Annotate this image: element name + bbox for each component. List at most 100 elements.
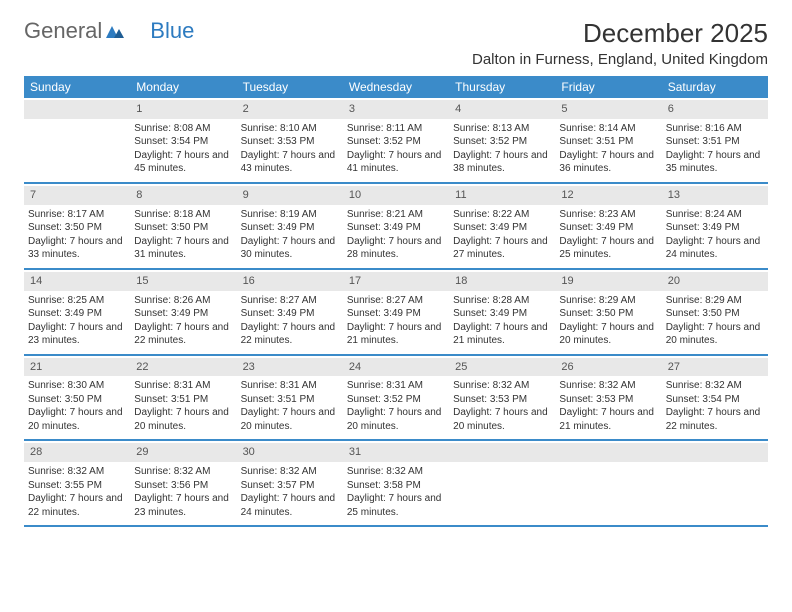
calendar-day: 17Sunrise: 8:27 AMSunset: 3:49 PMDayligh… — [343, 270, 449, 354]
calendar-page: General Blue December 2025 Dalton in Fur… — [0, 0, 792, 545]
sunset-text: Sunset: 3:50 PM — [666, 307, 764, 321]
sunset-text: Sunset: 3:56 PM — [134, 479, 232, 493]
weekday-header: Sunday — [24, 76, 130, 98]
day-number: 19 — [555, 272, 661, 291]
daylight-text: Daylight: 7 hours and 25 minutes. — [559, 235, 657, 262]
day-number: 11 — [449, 186, 555, 205]
weekday-header: Wednesday — [343, 76, 449, 98]
calendar-day: 2Sunrise: 8:10 AMSunset: 3:53 PMDaylight… — [237, 98, 343, 182]
page-subtitle: Dalton in Furness, England, United Kingd… — [472, 51, 768, 68]
sunset-text: Sunset: 3:51 PM — [559, 135, 657, 149]
daylight-text: Daylight: 7 hours and 23 minutes. — [28, 321, 126, 348]
day-number: 16 — [237, 272, 343, 291]
calendar-day: 28Sunrise: 8:32 AMSunset: 3:55 PMDayligh… — [24, 441, 130, 525]
weekday-header: Thursday — [449, 76, 555, 98]
daylight-text: Daylight: 7 hours and 41 minutes. — [347, 149, 445, 176]
day-number: 7 — [24, 186, 130, 205]
daylight-text: Daylight: 7 hours and 30 minutes. — [241, 235, 339, 262]
day-number: 29 — [130, 443, 236, 462]
calendar-day: 14Sunrise: 8:25 AMSunset: 3:49 PMDayligh… — [24, 270, 130, 354]
calendar-day: 10Sunrise: 8:21 AMSunset: 3:49 PMDayligh… — [343, 184, 449, 268]
sunrise-text: Sunrise: 8:32 AM — [347, 465, 445, 479]
sunrise-text: Sunrise: 8:29 AM — [559, 294, 657, 308]
sunset-text: Sunset: 3:51 PM — [134, 393, 232, 407]
sunrise-text: Sunrise: 8:10 AM — [241, 122, 339, 136]
calendar-week: 7Sunrise: 8:17 AMSunset: 3:50 PMDaylight… — [24, 184, 768, 270]
weekday-header: Monday — [130, 76, 236, 98]
sunset-text: Sunset: 3:49 PM — [28, 307, 126, 321]
calendar-day: 31Sunrise: 8:32 AMSunset: 3:58 PMDayligh… — [343, 441, 449, 525]
day-number: 20 — [662, 272, 768, 291]
sunrise-text: Sunrise: 8:32 AM — [28, 465, 126, 479]
day-number-empty — [449, 443, 555, 462]
calendar-day: 16Sunrise: 8:27 AMSunset: 3:49 PMDayligh… — [237, 270, 343, 354]
sunrise-text: Sunrise: 8:29 AM — [666, 294, 764, 308]
sunset-text: Sunset: 3:55 PM — [28, 479, 126, 493]
sunrise-text: Sunrise: 8:19 AM — [241, 208, 339, 222]
calendar-day: 7Sunrise: 8:17 AMSunset: 3:50 PMDaylight… — [24, 184, 130, 268]
calendar-day: 24Sunrise: 8:31 AMSunset: 3:52 PMDayligh… — [343, 356, 449, 440]
sunrise-text: Sunrise: 8:22 AM — [453, 208, 551, 222]
daylight-text: Daylight: 7 hours and 28 minutes. — [347, 235, 445, 262]
sunset-text: Sunset: 3:54 PM — [134, 135, 232, 149]
logo-text-blue: Blue — [150, 18, 194, 44]
title-block: December 2025 Dalton in Furness, England… — [472, 18, 768, 68]
sunset-text: Sunset: 3:49 PM — [134, 307, 232, 321]
day-number: 13 — [662, 186, 768, 205]
sunrise-text: Sunrise: 8:27 AM — [347, 294, 445, 308]
day-number-empty — [555, 443, 661, 462]
sunset-text: Sunset: 3:50 PM — [28, 393, 126, 407]
sunset-text: Sunset: 3:50 PM — [134, 221, 232, 235]
day-number: 31 — [343, 443, 449, 462]
calendar-day: 22Sunrise: 8:31 AMSunset: 3:51 PMDayligh… — [130, 356, 236, 440]
day-number: 26 — [555, 358, 661, 377]
calendar-day: 19 Sunrise: 8:29 AMSunset: 3:50 PMDayligh… — [555, 270, 661, 354]
daylight-text: Daylight: 7 hours and 20 minutes. — [134, 406, 232, 433]
daylight-text: Daylight: 7 hours and 22 minutes. — [666, 406, 764, 433]
calendar-day: 4Sunrise: 8:13 AMSunset: 3:52 PMDaylight… — [449, 98, 555, 182]
sunset-text: Sunset: 3:53 PM — [559, 393, 657, 407]
weekday-header: Tuesday — [237, 76, 343, 98]
sunrise-text: Sunrise: 8:08 AM — [134, 122, 232, 136]
calendar-week: 14Sunrise: 8:25 AMSunset: 3:49 PMDayligh… — [24, 270, 768, 356]
sunset-text: Sunset: 3:51 PM — [666, 135, 764, 149]
calendar-day: 5Sunrise: 8:14 AMSunset: 3:51 PMDaylight… — [555, 98, 661, 182]
day-number: 18 — [449, 272, 555, 291]
day-number: 6 — [662, 100, 768, 119]
calendar: SundayMondayTuesdayWednesdayThursdayFrid… — [24, 76, 768, 527]
sunset-text: Sunset: 3:49 PM — [347, 307, 445, 321]
day-number: 3 — [343, 100, 449, 119]
sunset-text: Sunset: 3:49 PM — [241, 221, 339, 235]
daylight-text: Daylight: 7 hours and 22 minutes. — [28, 492, 126, 519]
daylight-text: Daylight: 7 hours and 35 minutes. — [666, 149, 764, 176]
page-header: General Blue December 2025 Dalton in Fur… — [24, 18, 768, 68]
day-number: 21 — [24, 358, 130, 377]
day-number: 12 — [555, 186, 661, 205]
sunrise-text: Sunrise: 8:31 AM — [347, 379, 445, 393]
sunset-text: Sunset: 3:58 PM — [347, 479, 445, 493]
day-number: 10 — [343, 186, 449, 205]
daylight-text: Daylight: 7 hours and 20 minutes. — [241, 406, 339, 433]
daylight-text: Daylight: 7 hours and 21 minutes. — [453, 321, 551, 348]
daylight-text: Daylight: 7 hours and 45 minutes. — [134, 149, 232, 176]
calendar-day-empty — [24, 98, 130, 182]
daylight-text: Daylight: 7 hours and 20 minutes. — [347, 406, 445, 433]
calendar-day: 9Sunrise: 8:19 AMSunset: 3:49 PMDaylight… — [237, 184, 343, 268]
daylight-text: Daylight: 7 hours and 20 minutes. — [453, 406, 551, 433]
daylight-text: Daylight: 7 hours and 24 minutes. — [241, 492, 339, 519]
daylight-text: Daylight: 7 hours and 27 minutes. — [453, 235, 551, 262]
sunset-text: Sunset: 3:50 PM — [28, 221, 126, 235]
calendar-day-empty — [449, 441, 555, 525]
daylight-text: Daylight: 7 hours and 36 minutes. — [559, 149, 657, 176]
calendar-day: 29Sunrise: 8:32 AMSunset: 3:56 PMDayligh… — [130, 441, 236, 525]
day-number: 24 — [343, 358, 449, 377]
sunset-text: Sunset: 3:49 PM — [453, 307, 551, 321]
sunrise-text: Sunrise: 8:32 AM — [666, 379, 764, 393]
day-number: 15 — [130, 272, 236, 291]
sunrise-text: Sunrise: 8:26 AM — [134, 294, 232, 308]
daylight-text: Daylight: 7 hours and 20 minutes. — [559, 321, 657, 348]
calendar-day: 15Sunrise: 8:26 AMSunset: 3:49 PMDayligh… — [130, 270, 236, 354]
calendar-day: 27Sunrise: 8:32 AMSunset: 3:54 PMDayligh… — [662, 356, 768, 440]
sunset-text: Sunset: 3:50 PM — [559, 307, 657, 321]
sunrise-text: Sunrise: 8:32 AM — [559, 379, 657, 393]
